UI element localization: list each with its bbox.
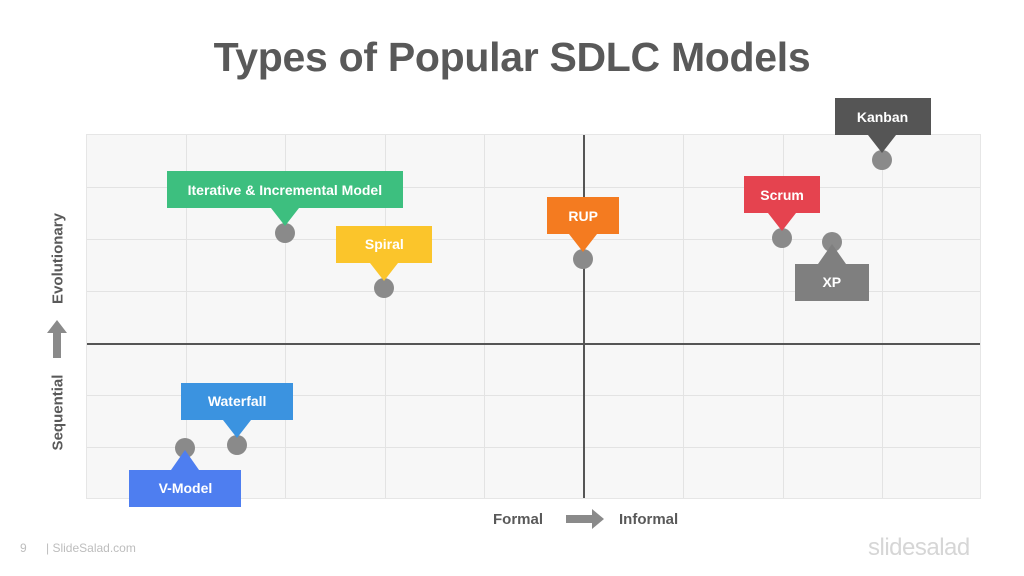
x-axis-low-label: Formal bbox=[493, 511, 544, 528]
arrow-right-icon bbox=[566, 509, 604, 529]
y-axis-low-label: Sequential bbox=[49, 374, 67, 451]
vertical-axis bbox=[583, 135, 585, 498]
grid-line bbox=[186, 135, 187, 498]
grid-line bbox=[484, 135, 485, 498]
waterfall-callout: Waterfall bbox=[181, 382, 294, 420]
scrum-callout-pointer bbox=[768, 213, 797, 232]
spiral-callout: Spiral bbox=[336, 225, 433, 263]
kanban-callout: Kanban bbox=[834, 98, 931, 136]
rup-callout: RUP bbox=[547, 197, 620, 235]
waterfall-marker bbox=[227, 434, 248, 455]
iterative-incremental-model-marker bbox=[274, 223, 295, 244]
brand-logo: slidesalad bbox=[868, 534, 970, 561]
rup-marker bbox=[573, 249, 594, 270]
spiral-callout-pointer bbox=[370, 262, 399, 281]
grid-line bbox=[87, 395, 980, 396]
slide-title: Types of Popular SDLC Models bbox=[213, 34, 811, 80]
spiral-marker bbox=[374, 277, 395, 298]
x-axis-high-label: Informal bbox=[619, 511, 679, 528]
grid-line bbox=[87, 239, 980, 240]
xp-callout-pointer bbox=[817, 243, 846, 264]
kanban-marker bbox=[871, 150, 892, 171]
grid-line bbox=[385, 135, 386, 498]
grid-line bbox=[87, 447, 980, 448]
v-model-callout: V-Model bbox=[129, 469, 242, 507]
v-model-callout-pointer bbox=[171, 449, 200, 470]
scrum-callout: Scrum bbox=[744, 176, 821, 214]
y-axis-high-label: Evolutionary bbox=[49, 213, 67, 304]
grid-line bbox=[87, 187, 980, 188]
horizontal-axis bbox=[87, 343, 980, 345]
grid-line bbox=[285, 135, 286, 498]
rup-callout-pointer bbox=[569, 234, 598, 253]
scrum-marker bbox=[772, 228, 793, 249]
kanban-callout-pointer bbox=[867, 135, 896, 154]
iterative-incremental-model-callout-pointer bbox=[270, 208, 299, 227]
page-number: 9 bbox=[20, 541, 27, 555]
grid-line bbox=[683, 135, 684, 498]
footer-site: | SlideSalad.com bbox=[46, 541, 136, 555]
grid-line bbox=[87, 291, 980, 292]
grid-line bbox=[783, 135, 784, 498]
xp-callout: XP bbox=[794, 263, 869, 301]
waterfall-callout-pointer bbox=[223, 419, 252, 438]
grid-line bbox=[882, 135, 883, 498]
iterative-incremental-model-callout: Iterative & Incremental Model bbox=[166, 171, 403, 209]
arrow-up-icon bbox=[47, 320, 67, 358]
